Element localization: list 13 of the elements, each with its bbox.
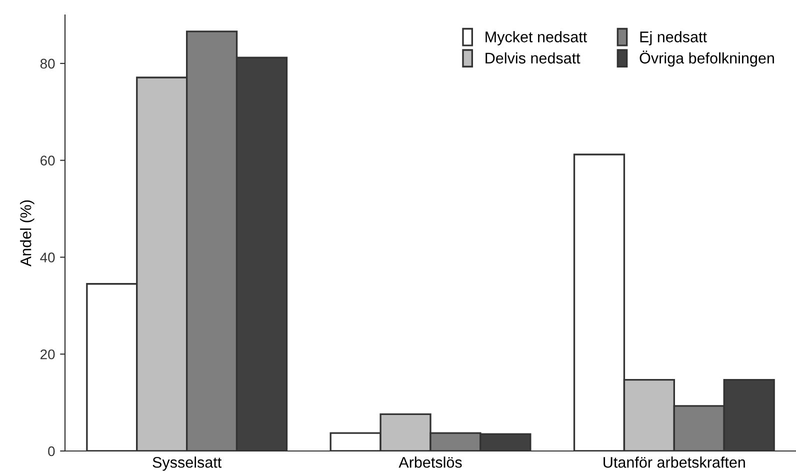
y-tick-label: 60 [40,156,55,166]
y-tick-label: 80 [40,58,55,69]
legend-label: Ej nedsatt [640,31,707,46]
y-tick-label: 0 [48,446,55,456]
legend-label: Mycket nedsatt [486,31,588,46]
x-tick-label: Arbetslös [398,456,462,468]
y-axis-title: Andel (%) [20,200,34,267]
y-tick-label: 40 [40,252,55,262]
y-tick-label: 20 [40,349,55,360]
x-tick-label: Sysselsatt [152,456,222,471]
x-tick-label: Utanför arbetskraften [604,456,745,468]
legend-label: Övriga befolkningen [640,50,774,67]
legend-label: Delvis nedsatt [486,52,580,64]
